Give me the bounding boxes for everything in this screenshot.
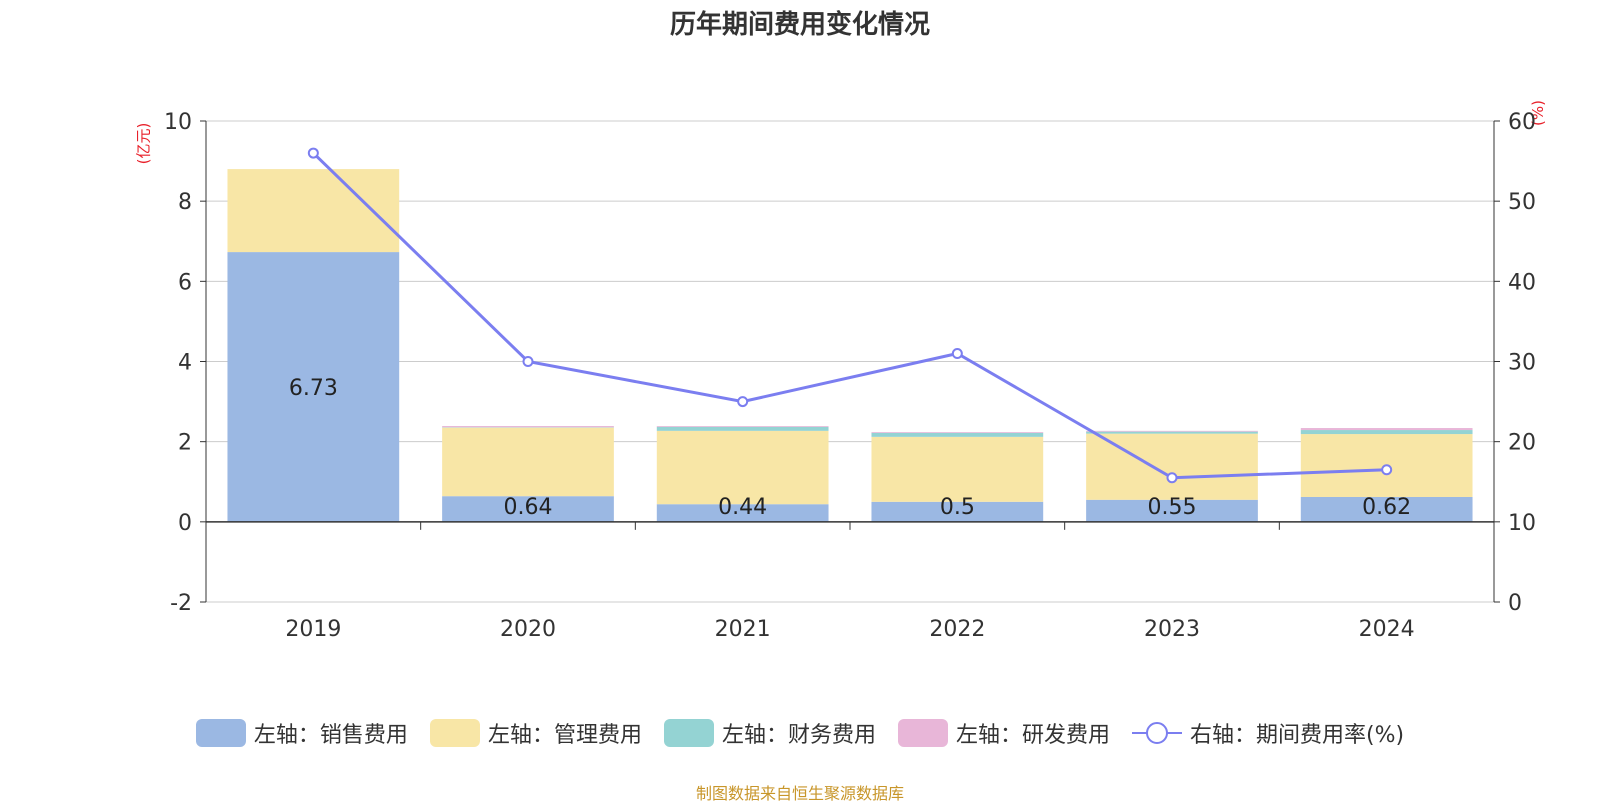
legend-label: 左轴：财务费用 <box>722 717 876 749</box>
left-axis-tick-label: 6 <box>178 270 192 295</box>
bar-segment <box>871 432 1043 433</box>
bar-segment <box>871 437 1043 502</box>
rate-point <box>738 397 747 406</box>
data-source-note: 制图数据来自恒生聚源数据库 <box>0 780 1600 804</box>
right-axis-tick-label: 20 <box>1508 431 1536 456</box>
bar-segment <box>1086 432 1258 434</box>
legend: 左轴：销售费用 左轴：管理费用 左轴：财务费用 左轴：研发费用 右轴：期间费用率(%) <box>0 717 1600 749</box>
legend-swatch <box>898 719 948 747</box>
bar-segment <box>871 433 1043 437</box>
bar-data-label: 0.5 <box>940 495 975 520</box>
bar-segment <box>1301 430 1473 434</box>
bar-data-label: 0.64 <box>504 495 553 520</box>
legend-item[interactable]: 左轴：销售费用 <box>196 717 408 749</box>
right-axis-tick-label: 60 <box>1508 110 1536 135</box>
left-axis-tick-label: 2 <box>178 431 192 456</box>
bar-segment <box>1301 428 1473 430</box>
rate-point <box>524 357 533 366</box>
legend-label: 右轴：期间费用率(%) <box>1190 717 1404 749</box>
right-axis-tick-label: 10 <box>1508 511 1536 536</box>
category-label: 2022 <box>929 617 985 642</box>
bar-data-label: 0.44 <box>718 495 767 520</box>
right-axis-tick-label: 50 <box>1508 190 1536 215</box>
bar-data-label: 0.62 <box>1362 495 1411 520</box>
legend-swatch <box>196 719 246 747</box>
legend-label: 左轴：销售费用 <box>254 717 408 749</box>
legend-item[interactable]: 左轴：研发费用 <box>898 717 1110 749</box>
left-axis-tick-label: 8 <box>178 190 192 215</box>
right-axis-tick-label: 0 <box>1508 591 1522 616</box>
bar-segment <box>442 428 614 497</box>
legend-item[interactable]: 左轴：管理费用 <box>430 717 642 749</box>
category-label: 2019 <box>285 617 341 642</box>
right-axis-tick-label: 30 <box>1508 351 1536 376</box>
rate-point <box>1168 473 1177 482</box>
bar-segment <box>657 427 829 431</box>
bar-segment <box>442 426 614 427</box>
legend-label: 左轴：管理费用 <box>488 717 642 749</box>
bar-segment <box>657 426 829 427</box>
bar-segment <box>657 431 829 504</box>
bar-data-label: 0.55 <box>1148 495 1197 520</box>
legend-swatch <box>1132 719 1182 747</box>
legend-swatch <box>664 719 714 747</box>
category-label: 2023 <box>1144 617 1200 642</box>
right-axis-tick-label: 40 <box>1508 270 1536 295</box>
legend-item[interactable]: 左轴：财务费用 <box>664 717 876 749</box>
bar-data-label: 6.73 <box>289 376 338 401</box>
rate-point <box>953 349 962 358</box>
bar-segment <box>1086 431 1258 432</box>
left-axis-tick-label: 10 <box>164 110 192 135</box>
category-label: 2021 <box>715 617 771 642</box>
legend-item[interactable]: 右轴：期间费用率(%) <box>1132 717 1404 749</box>
left-axis-tick-label: -2 <box>170 591 192 616</box>
category-label: 2020 <box>500 617 556 642</box>
legend-swatch <box>430 719 480 747</box>
left-axis-tick-label: 4 <box>178 351 192 376</box>
left-axis-tick-label: 0 <box>178 511 192 536</box>
category-label: 2024 <box>1359 617 1415 642</box>
rate-point <box>309 149 318 158</box>
legend-label: 左轴：研发费用 <box>956 717 1110 749</box>
rate-point <box>1382 465 1391 474</box>
chart-plot: -2 0 2 4 6 8 10 0 10 20 30 40 50 60 2019 2020 2021 2022 20… <box>0 0 1600 700</box>
